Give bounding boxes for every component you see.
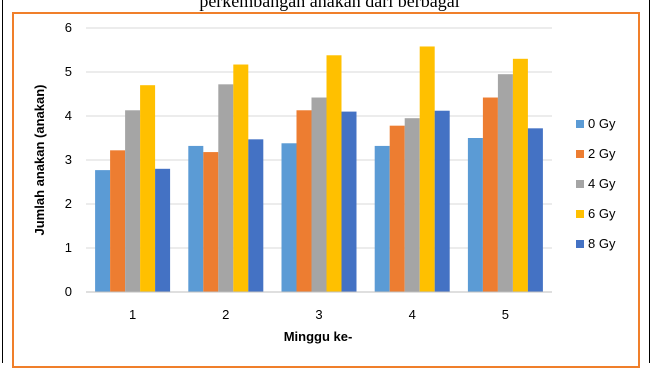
- bar: [188, 145, 204, 292]
- x-tick-label: 2: [222, 307, 229, 322]
- x-tick-label: 4: [409, 307, 416, 322]
- y-tick-label: 1: [65, 240, 72, 255]
- y-tick-label: 6: [65, 20, 72, 35]
- bar: [527, 128, 543, 292]
- tick-labels: 0 1 2 3 4 5 6 1 2 3 4 5: [65, 20, 509, 322]
- bar: [110, 150, 126, 292]
- page-frame: [2, 0, 650, 363]
- bar: [311, 97, 327, 293]
- bar: [404, 118, 420, 292]
- caption-text: perkembangan anakan dari berbagai: [199, 0, 460, 11]
- bar: [140, 85, 156, 292]
- bar: [389, 125, 405, 293]
- legend-label: 6 Gy: [588, 206, 616, 221]
- x-tick-label: 3: [315, 307, 322, 322]
- bar: [155, 168, 171, 292]
- legend-label: 8 Gy: [588, 236, 616, 251]
- y-tick-label: 3: [65, 152, 72, 167]
- bar: [341, 111, 357, 292]
- x-tick-label: 5: [502, 307, 509, 322]
- bar: [482, 97, 498, 293]
- bars: [95, 46, 543, 293]
- y-tick-label: 4: [65, 108, 72, 123]
- y-axis-title: Jumlah anakan (anakan): [32, 85, 47, 236]
- bar: [203, 152, 219, 292]
- y-tick-label: 2: [65, 196, 72, 211]
- legend-label: 2 Gy: [588, 146, 616, 161]
- legend: 0 Gy 2 Gy 4 Gy 6 Gy 8 Gy: [576, 116, 616, 251]
- bar: [467, 138, 483, 292]
- bar: [512, 58, 528, 292]
- bar: [218, 84, 234, 292]
- legend-label: 4 Gy: [588, 176, 616, 191]
- bar: [419, 46, 435, 293]
- y-tick-label: 0: [65, 284, 72, 299]
- bar: [497, 74, 513, 292]
- x-axis-title: Minggu ke-: [284, 329, 353, 344]
- bar: [248, 139, 264, 292]
- legend-label: 0 Gy: [588, 116, 616, 131]
- bar: [374, 145, 390, 292]
- bar: [125, 110, 141, 292]
- x-tick-label: 1: [129, 307, 136, 322]
- bar: [233, 64, 249, 293]
- bar: [296, 110, 312, 292]
- legend-swatch: [576, 120, 584, 128]
- y-tick-label: 5: [65, 64, 72, 79]
- bar: [95, 170, 111, 292]
- bar: [326, 55, 342, 292]
- legend-swatch: [576, 240, 584, 248]
- legend-swatch: [576, 150, 584, 158]
- bar: [434, 110, 450, 292]
- legend-swatch: [576, 210, 584, 218]
- bar: [281, 143, 297, 292]
- legend-swatch: [576, 180, 584, 188]
